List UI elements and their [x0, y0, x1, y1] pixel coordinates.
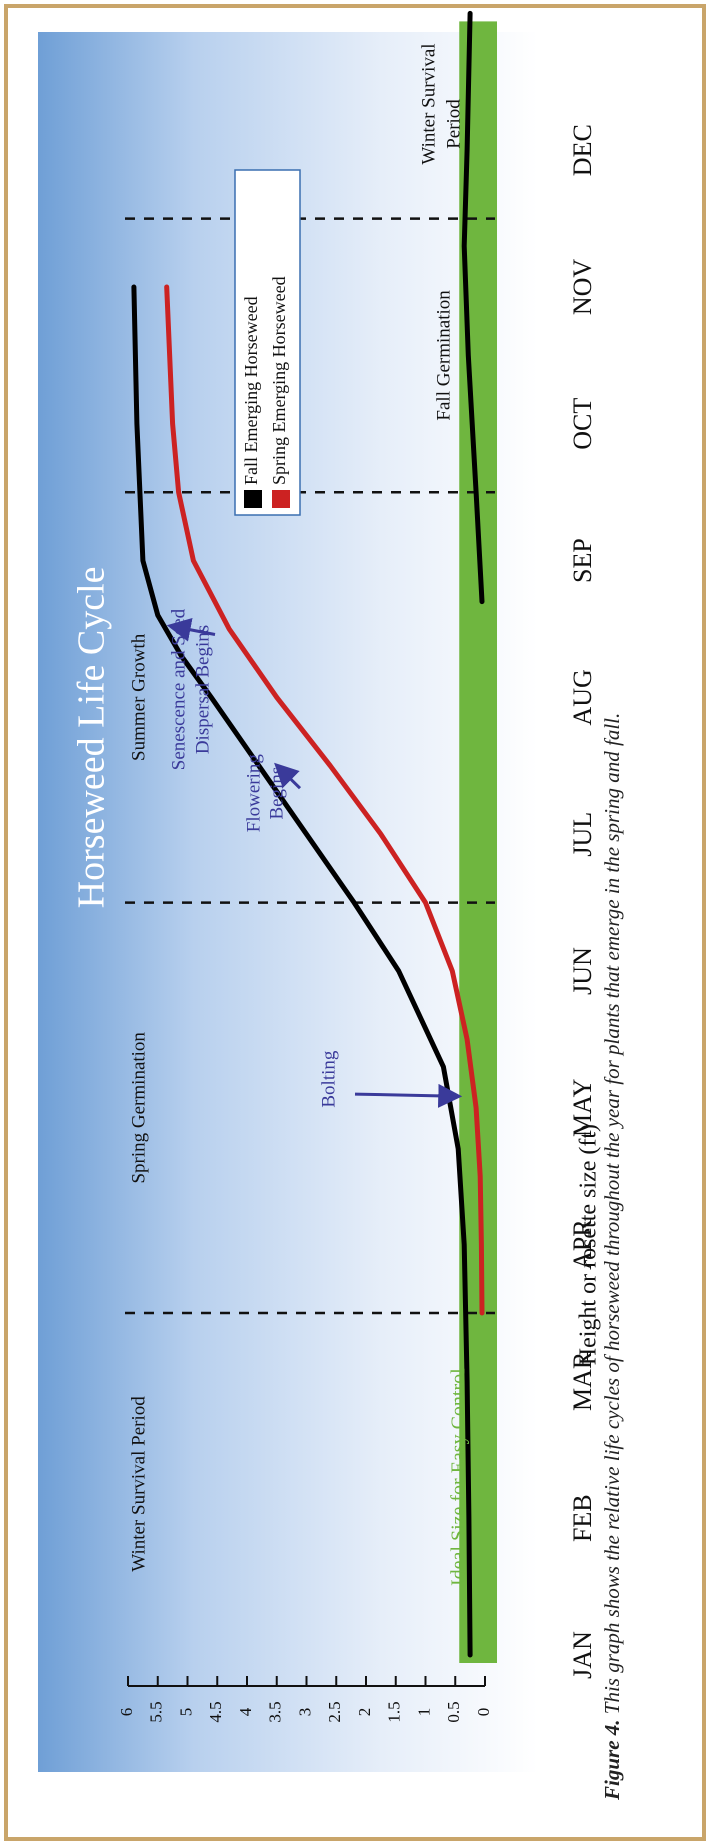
- x-tick-label: MAY: [568, 1078, 597, 1137]
- y-tick-label: 5: [176, 1708, 195, 1717]
- x-tick-label: JAN: [568, 1631, 597, 1679]
- y-tick-label: 5.5: [147, 1701, 166, 1722]
- annotation-label: Bolting: [318, 1050, 339, 1108]
- fall-emerging-line: [131, 284, 473, 1658]
- legend-swatch: [272, 490, 290, 508]
- legend-entry: Fall Emerging Horseweed: [241, 296, 261, 485]
- x-tick-label: AUG: [568, 669, 597, 725]
- period-label: Summer Growth: [128, 633, 149, 761]
- y-tick-label: 6: [117, 1708, 136, 1717]
- y-tick-label: 2: [355, 1708, 374, 1717]
- period-label: Winter Survival: [418, 43, 439, 164]
- annotation-arrow: [274, 762, 302, 790]
- x-tick-label: NOV: [568, 259, 597, 316]
- y-tick-label: 3.5: [266, 1701, 285, 1722]
- period-dividers: [125, 217, 495, 1315]
- spring-emerging-line: [164, 284, 485, 1316]
- legend-swatch: [244, 490, 262, 508]
- x-tick-label: OCT: [568, 398, 597, 450]
- x-tick-label: JUL: [568, 812, 597, 857]
- legend-box: [234, 169, 301, 516]
- annotation-label: Flowering: [243, 754, 264, 833]
- annotation-arrow: [354, 1083, 463, 1108]
- period-label: Fall Germination: [433, 290, 454, 421]
- annotation-label: Senescence and Seed: [168, 608, 189, 770]
- fall-emerging-line: [461, 10, 485, 605]
- caption-text: This graph shows the relative life cycle…: [600, 712, 624, 1720]
- y-axis-ticks: 0 0.5 1 1.5 2 2.5 3 3.5 4 4.5 5 5.5 6 Height or roset…: [117, 1124, 602, 1723]
- x-tick-label: SEP: [568, 538, 597, 583]
- caption-lead: Figure 4.: [600, 1719, 624, 1800]
- series-lines: [131, 10, 485, 1658]
- annotation-label-line2: Dispersal Begins: [192, 625, 213, 754]
- y-tick-label: 0.5: [444, 1701, 463, 1722]
- x-tick-label: FEB: [568, 1494, 597, 1542]
- y-tick-label: 1.5: [385, 1701, 404, 1722]
- figure-caption: Figure 4. This graph shows the relative …: [600, 140, 640, 1800]
- ideal-size-label: Ideal Size for Easy Control: [448, 1368, 470, 1586]
- y-axis-label: Height or rosette size (ft): [576, 1124, 602, 1365]
- y-tick-label: 0: [474, 1708, 493, 1717]
- chart-labels: JAN FEB MAR APR MAY JUN JUL AUG SEP OCT NOV DEC Wint…: [71, 43, 597, 1678]
- x-tick-label: APR: [568, 1219, 597, 1270]
- period-label-line2: Period: [443, 99, 464, 149]
- period-label: Spring Germination: [128, 1032, 149, 1184]
- chart-panel: [38, 32, 663, 1772]
- annotation-arrow: [166, 617, 216, 642]
- y-tick-label: 1: [414, 1708, 433, 1717]
- y-tick-label: 4.5: [206, 1701, 225, 1722]
- chart-title: Horseweed Life Cycle: [71, 566, 113, 908]
- y-tick-label: 2.5: [325, 1701, 344, 1722]
- y-tick-label: 4: [236, 1707, 255, 1716]
- period-label: Winter Survival Period: [128, 1396, 149, 1572]
- x-tick-label: JUN: [568, 947, 597, 995]
- x-tick-label: DEC: [568, 124, 597, 176]
- y-tick-label: 3: [295, 1708, 314, 1717]
- legend-entry: Spring Emerging Horseweed: [269, 276, 289, 485]
- x-tick-label: MAR: [568, 1351, 597, 1411]
